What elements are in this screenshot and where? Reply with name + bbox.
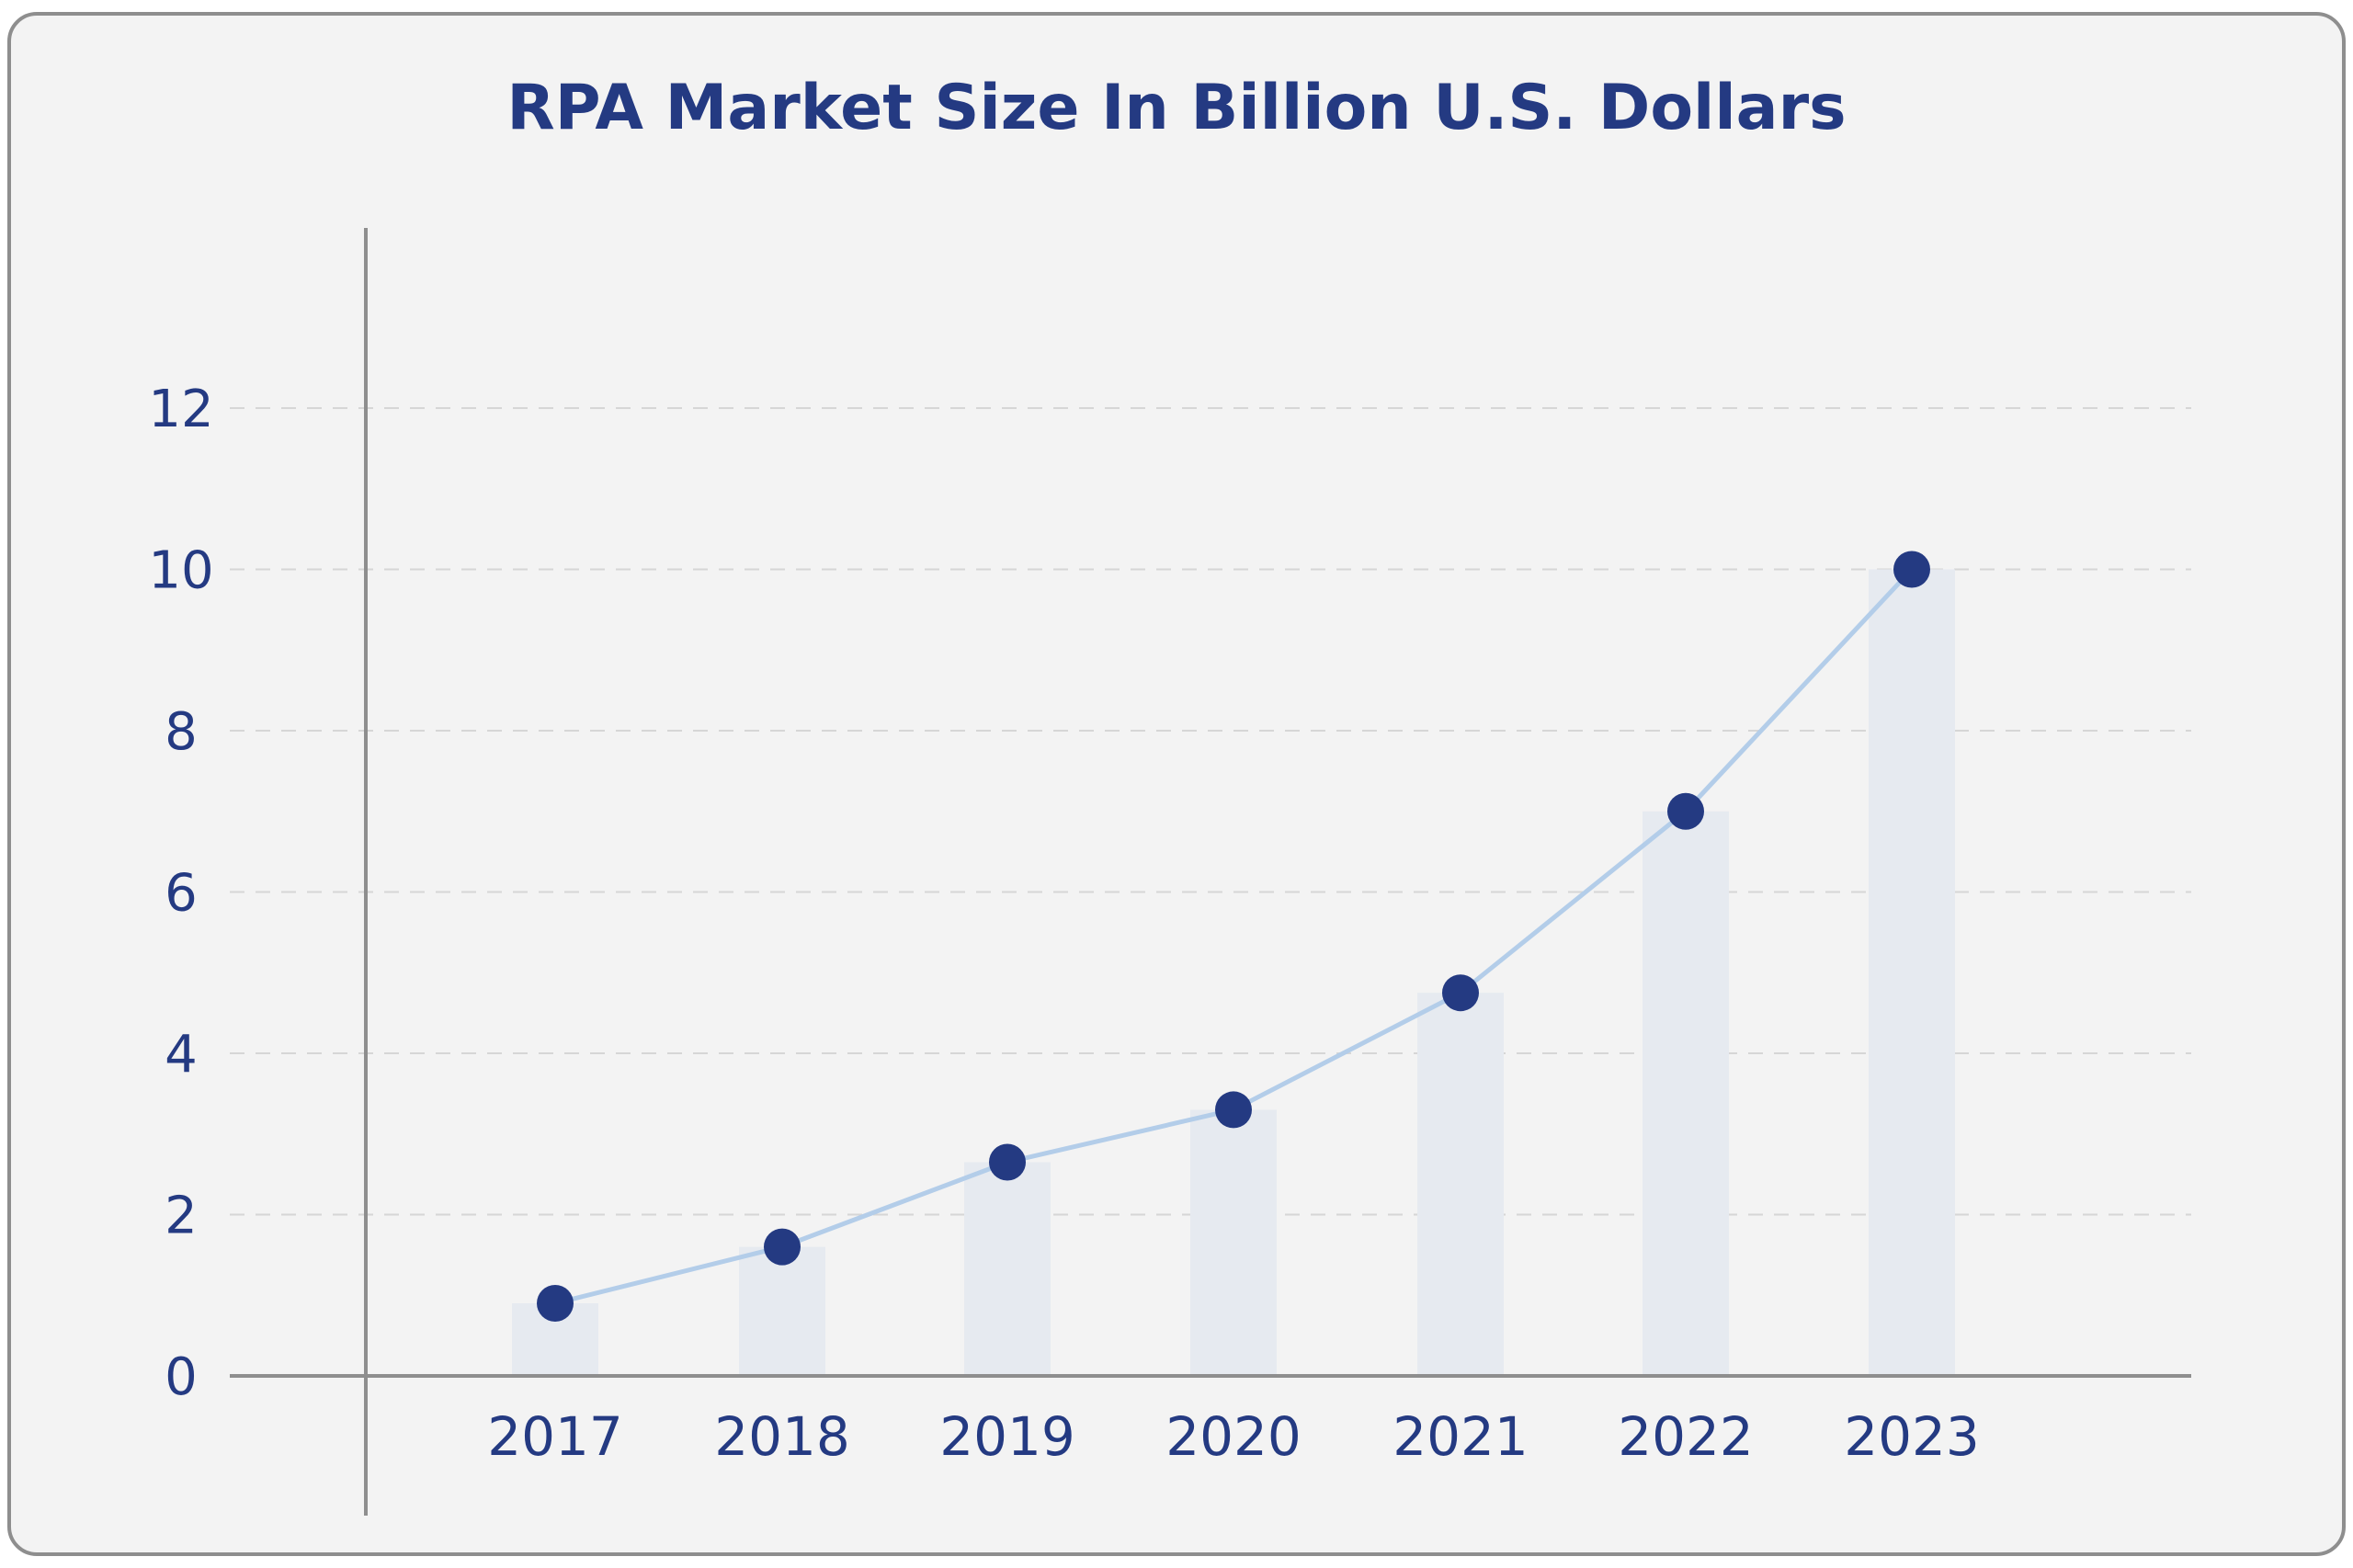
bar-2023: [1869, 569, 1955, 1376]
y-tick-label: 6: [165, 864, 198, 924]
y-tick-label: 10: [148, 541, 213, 601]
x-tick-label: 2022: [1618, 1405, 1754, 1468]
y-tick-label: 4: [165, 1025, 198, 1085]
data-point-2022: [1667, 792, 1704, 830]
bar-2021: [1417, 993, 1504, 1376]
bar-2019: [964, 1162, 1051, 1376]
y-tick-label: 12: [148, 380, 213, 439]
x-tick-label: 2020: [1165, 1405, 1302, 1468]
chart-title: RPA Market Size In Billion U.S. Dollars: [506, 72, 1847, 144]
data-point-2023: [1893, 551, 1930, 588]
x-tick-label: 2023: [1844, 1405, 1980, 1468]
x-tick-label: 2021: [1392, 1405, 1529, 1468]
y-tick-label: 8: [165, 702, 198, 762]
bar-2022: [1643, 811, 1729, 1376]
data-point-2017: [537, 1285, 574, 1323]
data-point-2021: [1442, 974, 1479, 1012]
y-tick-label: 2: [165, 1187, 198, 1246]
chart-card: [7, 12, 2346, 1556]
x-tick-label: 2018: [714, 1405, 850, 1468]
data-point-2019: [989, 1143, 1026, 1181]
x-tick-label: 2019: [939, 1405, 1075, 1468]
bar-2018: [739, 1246, 825, 1376]
bar-2020: [1190, 1109, 1277, 1376]
data-point-2018: [764, 1228, 801, 1266]
y-tick-label: 0: [165, 1347, 198, 1407]
x-tick-label: 2017: [487, 1405, 623, 1468]
data-point-2020: [1215, 1091, 1252, 1129]
